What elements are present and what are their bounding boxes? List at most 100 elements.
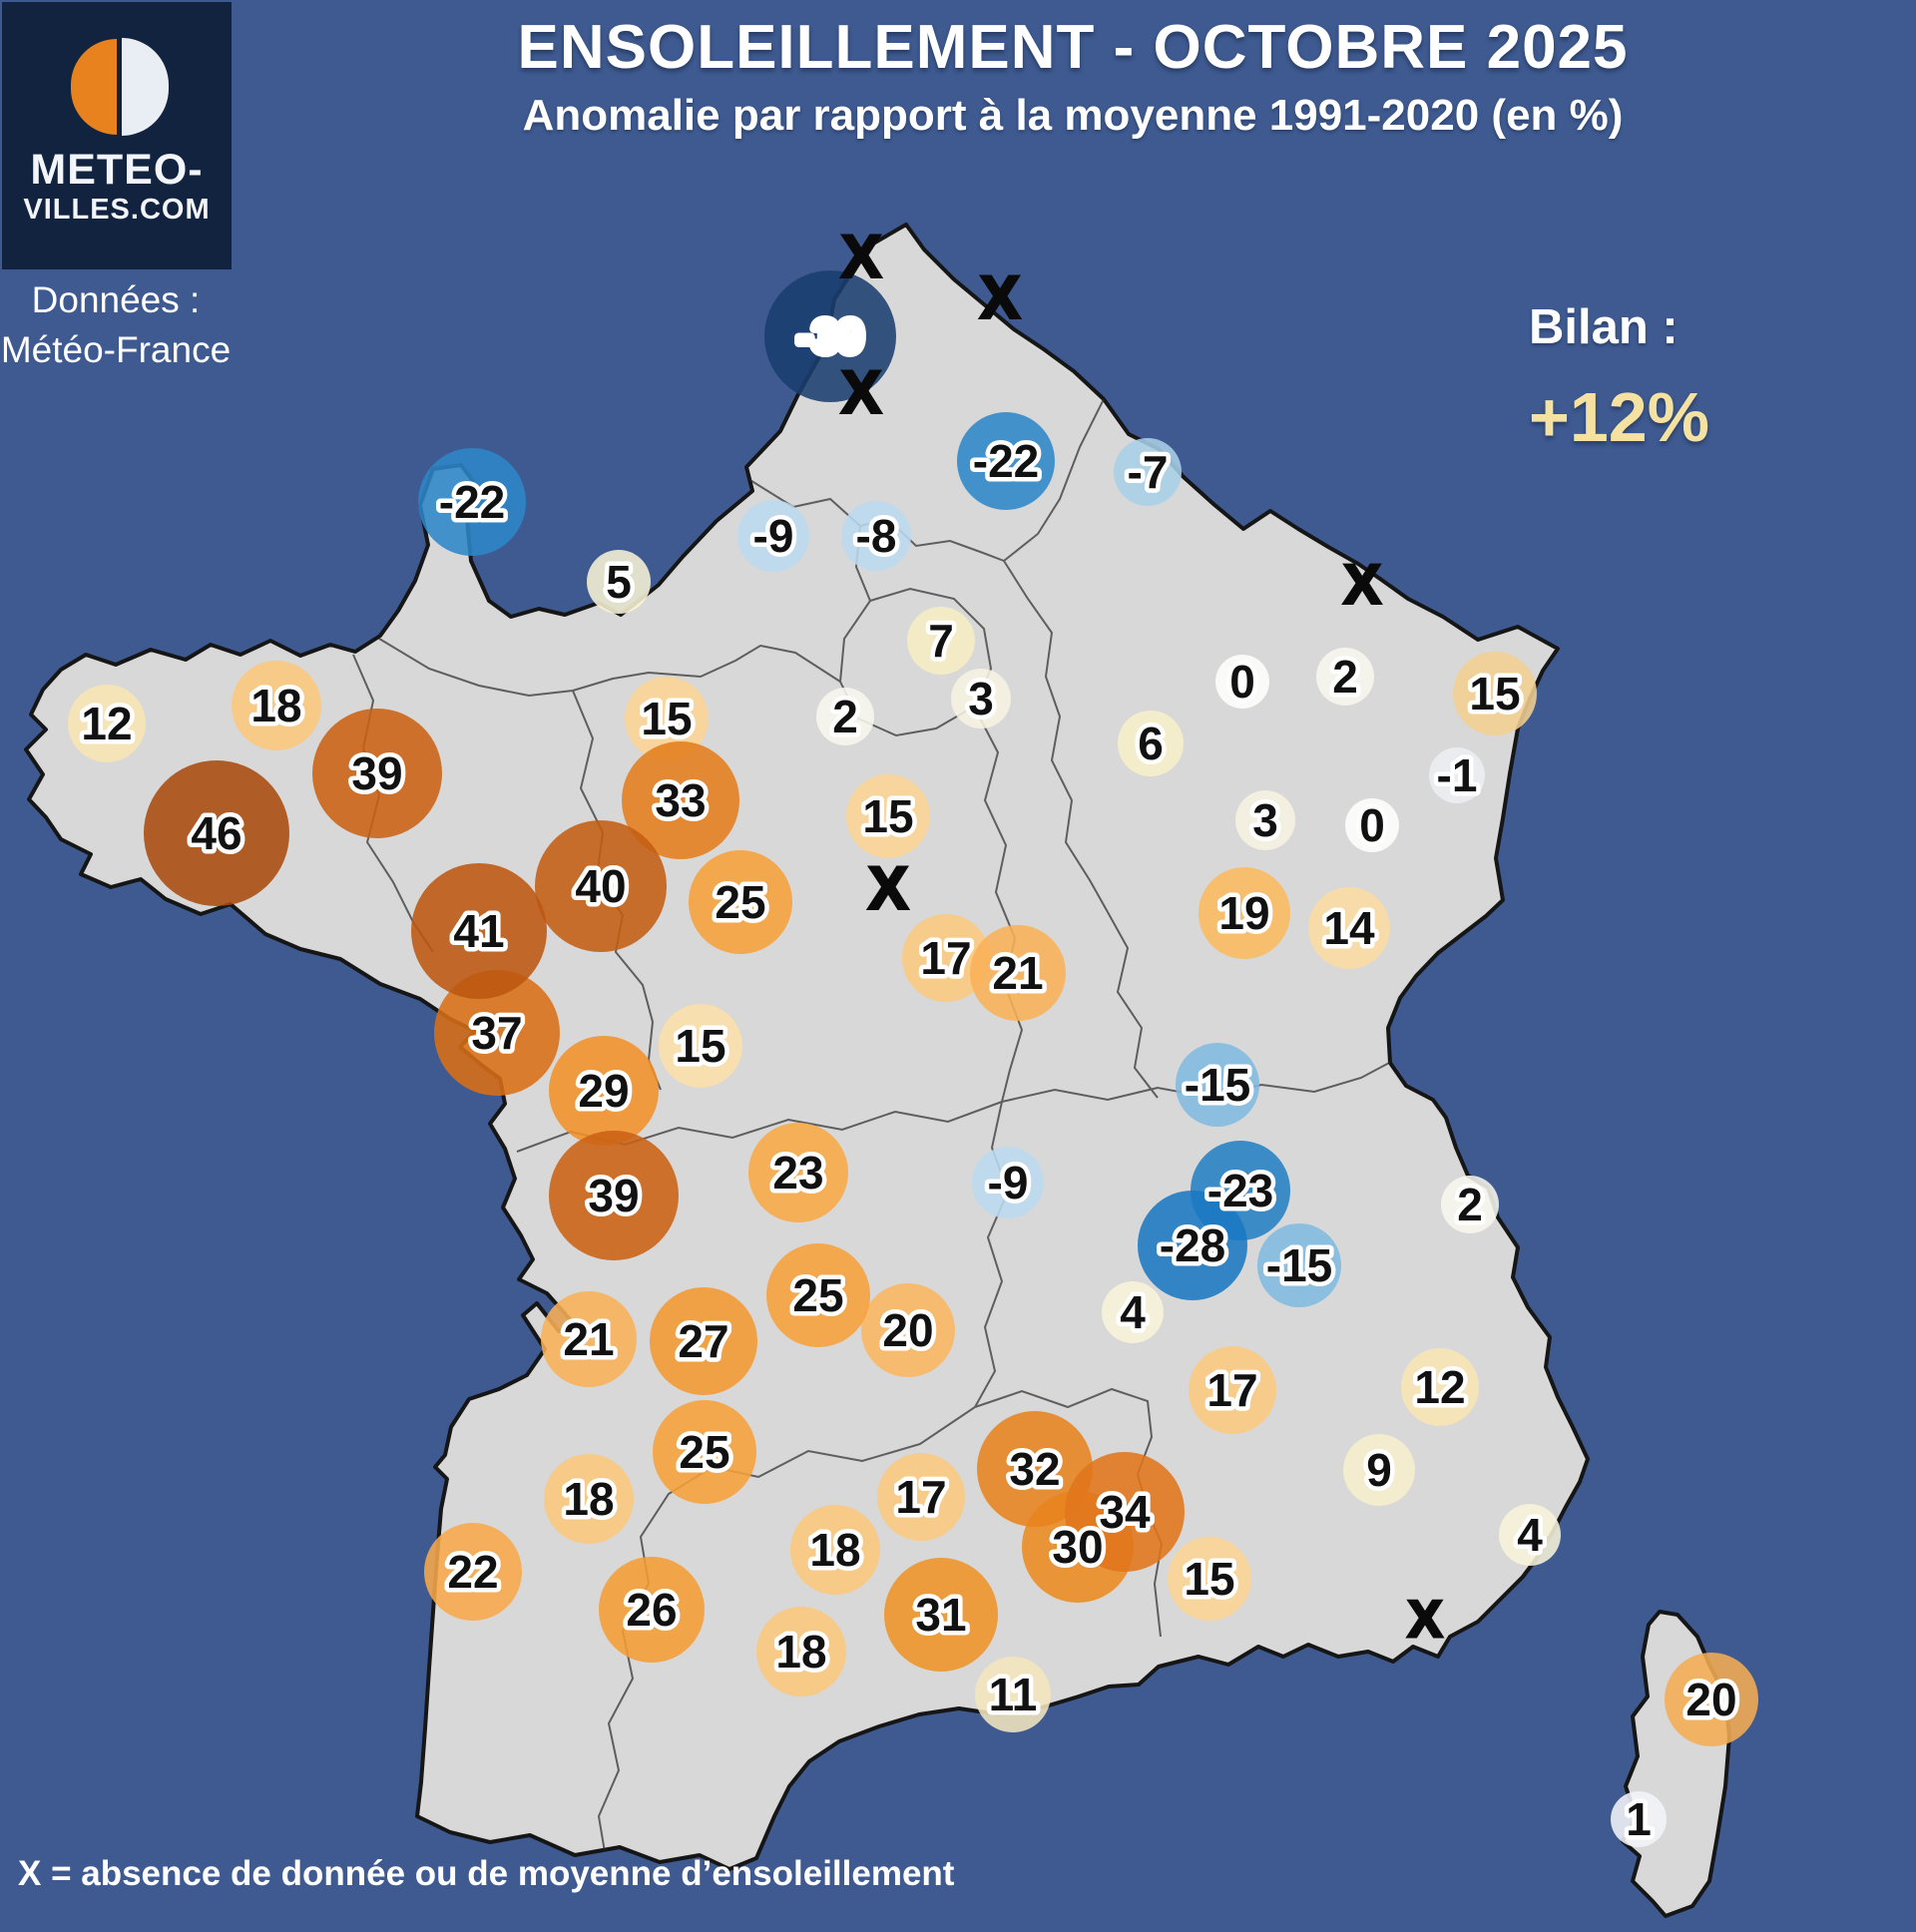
map-point-circle <box>659 1004 742 1088</box>
map-point-value: 37 <box>471 1007 522 1059</box>
data-source: Données : Météo-France <box>0 275 232 375</box>
map-point-circle <box>144 760 289 906</box>
page-title: ENSOLEILLEMENT - OCTOBRE 2025 <box>517 13 1629 82</box>
map-point-value: -23 <box>1207 1165 1273 1216</box>
header: ENSOLEILLEMENT - OCTOBRE 2025 Anomalie p… <box>230 12 1916 141</box>
map-point-value: 25 <box>715 876 765 928</box>
map-point-value: 18 <box>250 680 301 731</box>
map-point-circle <box>1215 655 1269 709</box>
map-point-circle <box>434 970 560 1096</box>
summary-value: +12% <box>1529 378 1709 456</box>
map-point-circle <box>766 1243 870 1347</box>
map-point-value: 21 <box>563 1313 614 1365</box>
map-point-circle <box>1429 747 1485 803</box>
map-point-circle <box>841 501 911 571</box>
page-subtitle: Anomalie par rapport à la moyenne 1991-2… <box>522 91 1624 140</box>
map-point-value: 15 <box>862 790 913 842</box>
map-point-value: 9 <box>1366 1444 1392 1496</box>
map-point-value: -9 <box>753 510 794 562</box>
no-data-mark: X <box>868 855 908 922</box>
map-point-value: 34 <box>1099 1486 1151 1538</box>
map-point-value: 3 <box>968 673 994 724</box>
map-point-value: 26 <box>626 1584 677 1636</box>
map-point-value: 30 <box>1052 1521 1103 1573</box>
map-point-value: -15 <box>1266 1239 1332 1291</box>
map-point-value: 40 <box>575 860 626 912</box>
map-point-value: 20 <box>1685 1674 1736 1725</box>
map-point-value: 29 <box>578 1065 629 1117</box>
map-point-circle <box>1114 438 1182 506</box>
map-point-circle <box>861 1283 955 1377</box>
map-point-circle <box>977 1411 1093 1527</box>
map-point-circle <box>1189 1346 1276 1434</box>
map-point-value: 11 <box>989 1669 1038 1720</box>
map-point-value: 2 <box>832 691 858 742</box>
map-point-circle <box>599 1557 705 1663</box>
map-point-value: 14 <box>1323 902 1375 954</box>
map-point-value: -22 <box>973 435 1039 487</box>
map-point-value: 32 <box>1009 1443 1060 1495</box>
logo-sun-right-half <box>122 38 169 136</box>
map-point-value: -8 <box>856 510 897 562</box>
region-borders <box>352 398 1392 1853</box>
map-point-circle <box>970 925 1066 1021</box>
map-point-value: 19 <box>1218 887 1269 939</box>
logo-title: METEO- <box>30 146 204 194</box>
map-point-value: 18 <box>809 1524 860 1576</box>
map-point-circle <box>549 1036 659 1146</box>
map-point-circle <box>975 1657 1051 1732</box>
map-point-value: 15 <box>675 1020 725 1072</box>
map-point-value: 15 <box>1469 668 1520 720</box>
map-point-circle <box>737 500 809 572</box>
map-point-circle <box>232 661 321 750</box>
map-point-value: 12 <box>1414 1361 1465 1413</box>
logo-subtitle: VILLES.COM <box>23 194 211 226</box>
logo-sun-icon <box>71 38 169 136</box>
map-point-circle <box>1453 652 1537 735</box>
no-data-mark: X <box>980 264 1020 331</box>
map-point-value: 6 <box>1138 718 1164 769</box>
map-point-value: 25 <box>792 1269 843 1321</box>
map-point-circle <box>816 688 874 745</box>
map-point-circle <box>1138 1191 1247 1300</box>
map-point-value: -28 <box>1160 1219 1225 1271</box>
logo-card: METEO- VILLES.COM <box>2 2 232 269</box>
no-data-mark: X <box>841 359 881 426</box>
no-data-mark: X <box>1343 553 1380 616</box>
map-point-value: 17 <box>1206 1364 1257 1416</box>
map-point-circle <box>1441 1176 1499 1233</box>
map-point-value: -39 <box>797 310 863 362</box>
map-point-circle <box>756 1607 846 1696</box>
map-point-value: 41 <box>453 905 504 957</box>
map-point-circle <box>1611 1791 1667 1847</box>
map-point-circle <box>653 1400 756 1504</box>
map-point-value: 12 <box>81 698 132 749</box>
map-point-circle <box>312 709 442 838</box>
map-point-value: 18 <box>775 1626 826 1678</box>
map-point-circle <box>418 448 526 556</box>
map-point-circle <box>411 863 547 999</box>
map-point-value: -1 <box>1437 749 1478 801</box>
no-data-mark: X <box>841 224 881 290</box>
map-point-circle <box>907 607 975 675</box>
map-point-circle <box>587 550 651 614</box>
map-point-circle <box>622 741 739 859</box>
map-point-value: -15 <box>1185 1059 1250 1111</box>
map-point-circle <box>846 774 930 858</box>
map-point-circle <box>541 1291 637 1387</box>
map-point-value: 39 <box>351 747 402 799</box>
map-point-value: 7 <box>928 615 954 667</box>
map-point-value: 33 <box>655 774 706 826</box>
map-point-circle <box>535 820 667 952</box>
map-point-circle <box>625 677 709 760</box>
map-point-value: -22 <box>439 476 505 528</box>
map-point-circle <box>1235 790 1295 850</box>
map-point-circle <box>1065 1452 1185 1572</box>
footnote: X = absence de donnée ou de moyenne d’en… <box>18 1854 955 1893</box>
map-point-value: 5 <box>606 556 632 608</box>
map-point-circle <box>549 1131 679 1260</box>
map-point-value: 4 <box>1517 1509 1543 1561</box>
map-point-circle <box>972 1147 1044 1218</box>
